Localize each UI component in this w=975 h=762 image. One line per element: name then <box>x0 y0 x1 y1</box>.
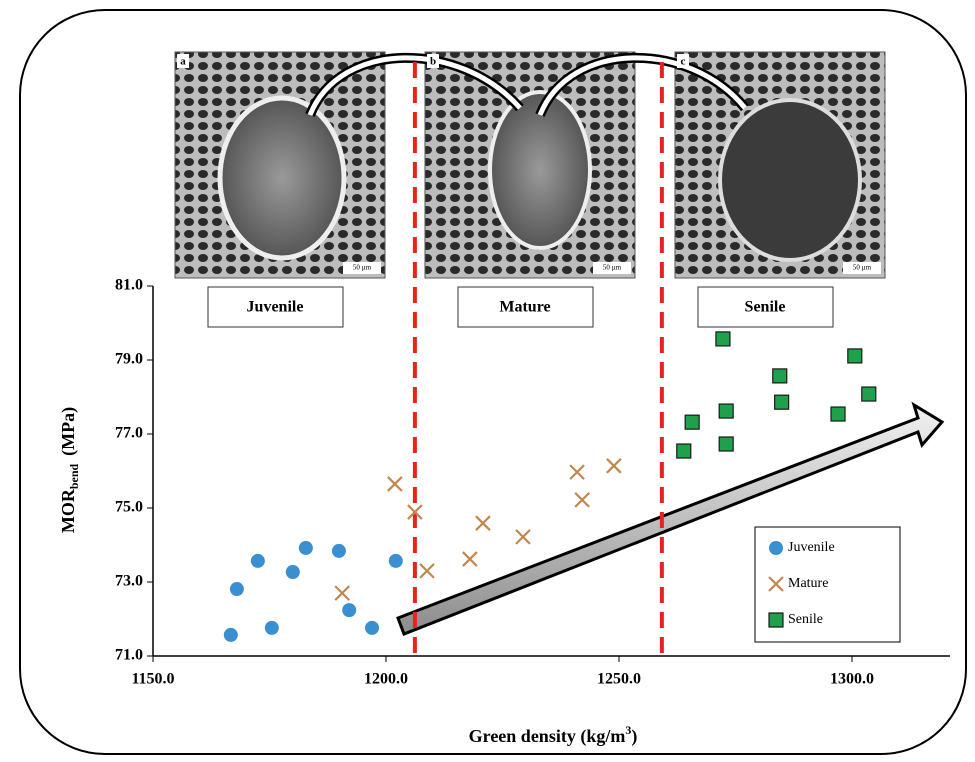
x-axis-label-end: ) <box>631 726 637 747</box>
curved-arrow <box>537 55 747 116</box>
point <box>462 551 478 567</box>
point <box>569 464 585 480</box>
point <box>407 504 423 520</box>
panel-tag-bg <box>677 54 689 68</box>
y-axis-label: MORbend (MPa) <box>58 407 81 533</box>
point <box>861 386 877 402</box>
vessel <box>718 98 862 262</box>
point <box>342 603 357 618</box>
curved-arrow <box>307 55 522 116</box>
label-box <box>207 286 344 328</box>
point <box>718 403 734 419</box>
panel-tag: b <box>430 56 436 68</box>
point <box>298 540 313 555</box>
point <box>515 529 531 545</box>
point <box>676 443 692 459</box>
y-axis-label-unit: (MPa) <box>58 407 79 456</box>
point <box>223 627 238 642</box>
point <box>365 620 380 635</box>
scale-bar-bg <box>593 262 631 274</box>
point <box>830 406 846 422</box>
panel-name: Senile <box>745 299 786 316</box>
point <box>285 565 300 580</box>
panel-name: Juvenile <box>247 299 304 316</box>
point <box>419 563 435 579</box>
x-axis-label-sup: 3 <box>625 723 631 737</box>
y-tick-label: 79.0 <box>115 351 143 368</box>
panel-name: Mature <box>499 299 550 316</box>
panel-tag-bg <box>427 54 439 68</box>
scale-bar-label: 50 µm <box>353 264 372 272</box>
x-axis-label-text: Green density (kg/m <box>469 726 626 747</box>
point <box>774 394 790 410</box>
point <box>264 620 279 635</box>
trend-arrow <box>396 401 945 636</box>
panel-tag: c <box>681 56 686 68</box>
x-tick-label: 1250.0 <box>597 671 641 688</box>
scale-bar-label: 50 µm <box>853 264 872 272</box>
point <box>331 543 346 558</box>
label-box <box>697 286 834 328</box>
sem-panels <box>174 51 886 328</box>
point <box>684 414 700 430</box>
scale-bar-bg <box>343 262 381 274</box>
frame <box>19 9 967 755</box>
panel-tag: a <box>180 56 186 68</box>
point <box>388 553 403 568</box>
legend-marker <box>769 541 783 555</box>
panel-tag-bg <box>177 54 189 68</box>
legend-label: Juvenile <box>788 540 835 555</box>
x-axis-label: Green density (kg/m3) <box>469 723 638 747</box>
y-tick-label: 71.0 <box>115 647 143 664</box>
y-tick-label: 73.0 <box>115 573 143 590</box>
label-box <box>457 286 594 328</box>
vessel <box>488 90 592 250</box>
y-axis-label-sub: bend <box>67 463 81 489</box>
point <box>250 553 265 568</box>
x-tick-label: 1150.0 <box>131 671 174 688</box>
point <box>574 492 590 508</box>
legend-label: Mature <box>788 576 828 591</box>
x-tick-label: 1200.0 <box>364 671 408 688</box>
point <box>715 331 731 347</box>
y-axis-label-text: MOR <box>58 488 78 533</box>
point <box>475 515 491 531</box>
legend-marker <box>768 576 784 592</box>
x-tick-label: 1300.0 <box>830 671 874 688</box>
point <box>334 585 350 601</box>
point <box>606 458 622 474</box>
point <box>387 476 403 492</box>
scale-bar-bg <box>843 262 881 274</box>
point <box>772 368 788 384</box>
legend-label: Senile <box>788 612 823 627</box>
legend-marker <box>768 612 784 628</box>
vessel <box>217 95 347 261</box>
y-tick-label: 81.0 <box>115 277 143 294</box>
y-tick-label: 75.0 <box>115 499 143 516</box>
point <box>229 582 244 597</box>
point <box>847 348 863 364</box>
scale-bar-label: 50 µm <box>603 264 622 272</box>
y-tick-label: 77.0 <box>115 425 143 442</box>
point <box>718 436 734 452</box>
